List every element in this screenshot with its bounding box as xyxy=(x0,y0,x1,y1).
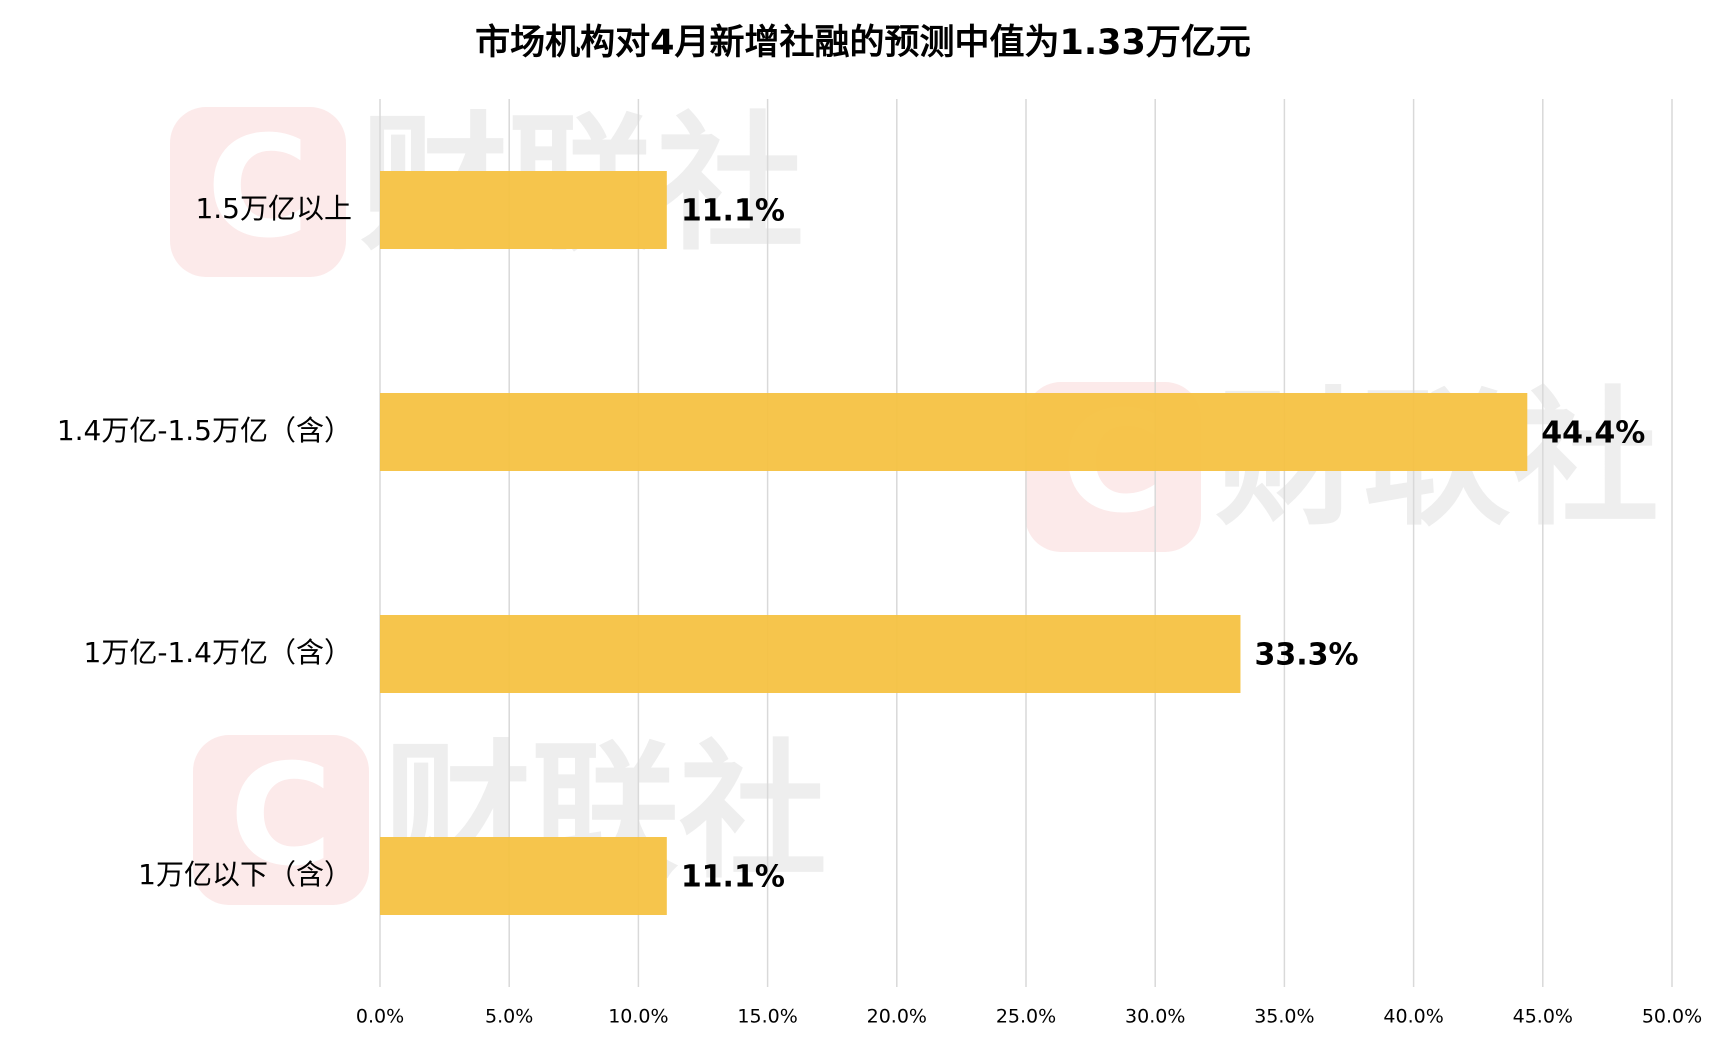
value-label: 44.4% xyxy=(1541,416,1645,451)
value-label: 11.1% xyxy=(681,194,785,229)
x-tick-label: 50.0% xyxy=(1642,1006,1702,1028)
x-tick-label: 10.0% xyxy=(608,1006,668,1028)
watermark-logo-c: C xyxy=(207,107,310,270)
bar xyxy=(380,393,1528,471)
watermark-logo-c: C xyxy=(230,735,333,898)
value-label: 11.1% xyxy=(681,860,785,895)
x-tick-label: 30.0% xyxy=(1125,1006,1185,1028)
x-tick-label: 0.0% xyxy=(356,1006,404,1028)
chart-title: 市场机构对4月新增社融的预测中值为1.33万亿元 xyxy=(475,23,1251,63)
x-tick-label: 40.0% xyxy=(1383,1006,1443,1028)
y-tick-label: 1万亿以下（含） xyxy=(138,858,352,891)
watermark-logo xyxy=(193,735,369,905)
x-tick-label: 15.0% xyxy=(737,1006,797,1028)
x-tick-label: 20.0% xyxy=(867,1006,927,1028)
x-tick-label: 25.0% xyxy=(996,1006,1056,1028)
x-tick-label: 5.0% xyxy=(485,1006,533,1028)
y-tick-label: 1万亿-1.4万亿（含） xyxy=(84,636,352,669)
bar xyxy=(380,837,667,915)
bar xyxy=(380,171,667,249)
bars: 1.5万亿以上 11.1% 1.4万亿-1.5万亿（含） 44.4% 1万亿-1.4万亿… xyxy=(57,171,1645,915)
bar xyxy=(380,615,1241,693)
value-label: 33.3% xyxy=(1254,638,1358,673)
y-tick-label: 1.5万亿以上 xyxy=(195,192,352,225)
x-tick-label: 45.0% xyxy=(1513,1006,1573,1028)
watermark-logo xyxy=(170,107,346,277)
x-tick-label: 35.0% xyxy=(1254,1006,1314,1028)
grid: 0.0% 5.0% 10.0% 15.0% 20.0% 25.0% 30.0% 35.0% 40… xyxy=(356,99,1702,1028)
y-tick-label: 1.4万亿-1.5万亿（含） xyxy=(57,414,352,447)
